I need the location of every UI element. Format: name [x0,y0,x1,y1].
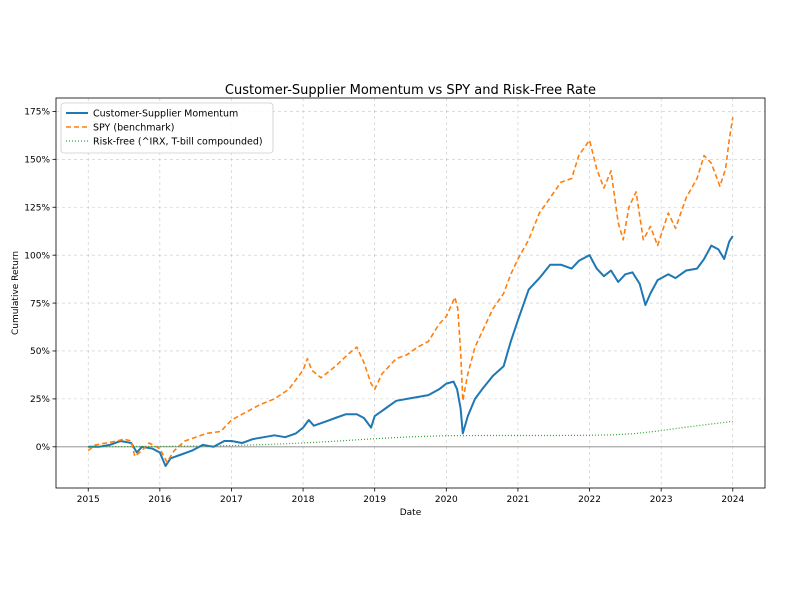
y-tick-label: 100% [24,251,50,261]
legend-box [60,102,274,154]
y-tick-label: 150% [24,156,50,166]
series-line-0 [88,235,734,467]
x-tick-label: 2022 [578,495,601,505]
x-tick-label: 2016 [148,495,171,505]
x-tick-label: 2023 [650,495,673,505]
x-tick-label: 2019 [363,495,386,505]
x-tick-label: 2024 [721,495,744,505]
y-tick-label: 25% [30,395,50,405]
y-tick-label: 125% [24,203,50,213]
series-line-1 [87,117,734,463]
legend-label-spy: SPY (benchmark) [93,123,174,134]
x-tick-label: 2018 [292,495,315,505]
plot-frame [55,97,766,489]
y-axis-label: Cumulative Return [11,251,21,335]
x-axis-label: Date [400,508,422,518]
chart-title: Customer-Supplier Momentum vs SPY and Ri… [225,83,596,98]
series-line-2 [88,420,733,448]
grid-lines [56,98,765,488]
series-layer [87,117,734,467]
x-tick-label: 2020 [435,495,458,505]
y-tick-label: 0% [36,443,51,453]
y-tick-label: 50% [30,347,50,357]
x-tick-label: 2021 [506,495,529,505]
x-tick-label: 2015 [77,495,100,505]
y-tick-label: 75% [30,299,50,309]
legend-label-momentum: Customer-Supplier Momentum [93,109,238,120]
y-tick-label: 175% [24,108,50,118]
axis-ticks: 0% 25% 50% 75% 100% 125% 150% 175% 2015 2016 2017 2… [24,108,744,505]
legend: Customer-Supplier Momentum SPY (benchmar… [60,102,274,154]
legend-label-risk-free: Risk-free (^IRX, T-bill compounded) [93,137,263,148]
x-tick-label: 2017 [220,495,243,505]
